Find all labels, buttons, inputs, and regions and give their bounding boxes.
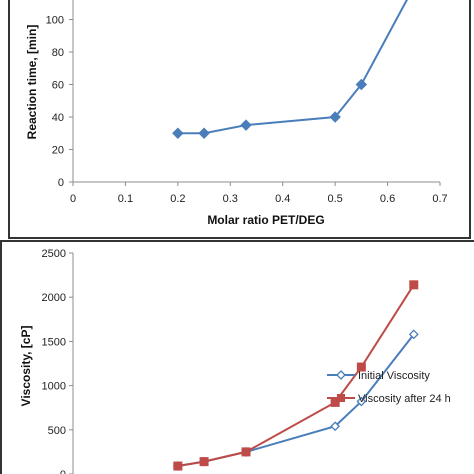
- viscosity-24h-point: [173, 461, 183, 471]
- top-data-point: [240, 119, 252, 131]
- top-y-tick-label: 20: [52, 145, 64, 157]
- bottom-chart: 0 500 1000 1500 2000 2500 Viscosity, [cP] Ini…: [19, 248, 451, 474]
- top-x-tick-label: 0.5: [327, 193, 342, 205]
- top-data-point: [172, 127, 184, 139]
- bottom-y-tick-label: 1500: [42, 336, 66, 348]
- top-x-axis-label: Molar ratio PET/DEG: [207, 213, 324, 227]
- top-chart: 0 20 40 60 80 100 0 0.1 0.2 0.3 0.4 0.5 0.6 0.7 Reac…: [25, 0, 448, 227]
- top-y-tick-label: 80: [52, 47, 64, 59]
- top-data-point: [329, 111, 341, 123]
- legend-24h-marker: [337, 394, 345, 402]
- top-x-tick-label: 0: [70, 193, 76, 205]
- bottom-y-tick-label: 2500: [42, 248, 66, 260]
- viscosity-24h-point: [241, 447, 251, 457]
- top-y-tick-label: 60: [52, 80, 64, 92]
- top-x-tick-label: 0.7: [432, 193, 447, 205]
- initial-viscosity-point: [356, 396, 367, 407]
- initial-viscosity-point: [330, 421, 341, 432]
- bottom-chart-frame: [0, 240, 474, 474]
- top-x-tick-label: 0.2: [170, 193, 185, 205]
- top-y-tick-label: 100: [46, 15, 64, 27]
- viscosity-24h-point: [330, 397, 340, 407]
- legend-24h-label: Viscosity after 24 h: [358, 393, 451, 405]
- bottom-y-tick-label: 1000: [42, 381, 66, 393]
- legend-initial-label: Initial Viscosity: [358, 370, 430, 382]
- initial-viscosity-point: [408, 329, 419, 340]
- top-chart-frame: [8, 0, 471, 239]
- top-x-tick-label: 0.6: [380, 193, 395, 205]
- top-x-tick-label: 0.3: [223, 193, 238, 205]
- viscosity-24h-point: [356, 362, 366, 372]
- top-data-point: [198, 127, 210, 139]
- top-x-tick-label: 0.4: [275, 193, 290, 205]
- viscosity-24h-point: [199, 457, 209, 467]
- top-x-tick-label: 0.1: [118, 193, 133, 205]
- top-y-tick-label: 40: [52, 112, 64, 124]
- bottom-y-tick-label: 2000: [42, 292, 66, 304]
- bottom-y-tick-label: 500: [48, 425, 66, 437]
- top-y-axis-label: Reaction time, [min]: [25, 25, 39, 140]
- top-y-tick-label: 0: [58, 177, 64, 189]
- legend: Initial Viscosity Viscosity after 24 h: [327, 370, 451, 405]
- legend-initial-marker: [336, 370, 346, 380]
- bottom-y-axis-label: Viscosity, [cP]: [19, 326, 33, 407]
- viscosity-24h-point: [409, 280, 419, 290]
- top-data-point: [355, 78, 368, 91]
- bottom-y-tick-label: 0: [60, 469, 66, 474]
